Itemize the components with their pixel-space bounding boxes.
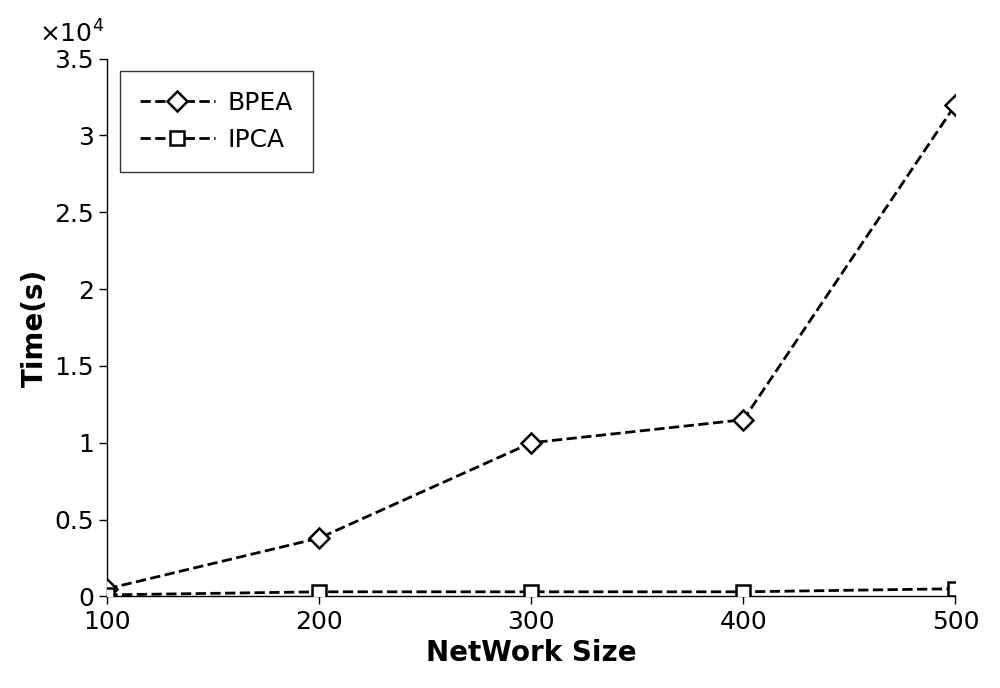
Y-axis label: Time(s): Time(s) bbox=[21, 268, 49, 387]
Line: IPCA: IPCA bbox=[100, 582, 962, 602]
BPEA bbox=[525, 439, 537, 447]
BPEA bbox=[313, 534, 325, 542]
BPEA bbox=[737, 416, 749, 424]
IPCA bbox=[313, 588, 325, 596]
IPCA bbox=[525, 588, 537, 596]
Text: $\times10^4$: $\times10^4$ bbox=[39, 21, 105, 48]
Legend: BPEA, IPCA: BPEA, IPCA bbox=[120, 71, 313, 171]
Line: BPEA: BPEA bbox=[100, 98, 962, 596]
X-axis label: NetWork Size: NetWork Size bbox=[426, 639, 637, 667]
BPEA bbox=[949, 100, 961, 109]
IPCA bbox=[737, 588, 749, 596]
IPCA bbox=[949, 585, 961, 593]
BPEA bbox=[101, 585, 113, 593]
IPCA bbox=[101, 591, 113, 599]
